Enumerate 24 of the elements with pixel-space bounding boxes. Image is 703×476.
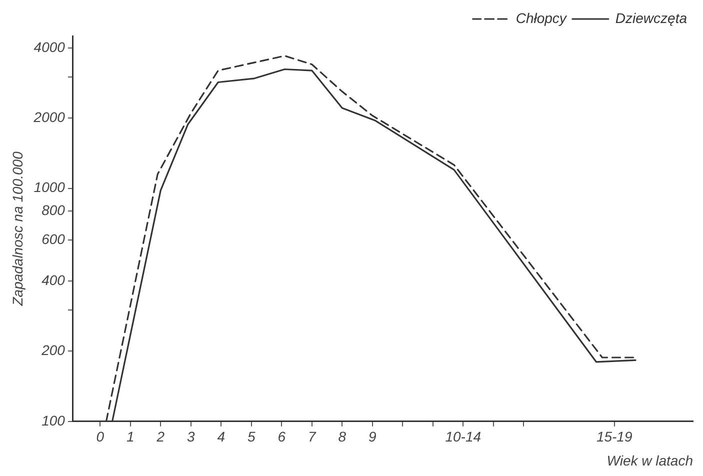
y-tick-label: 600	[42, 230, 66, 247]
y-tick-label: 1000	[34, 179, 66, 196]
x-tick-label: 4	[217, 428, 226, 445]
x-tick-label: 2	[156, 428, 165, 445]
x-tick-label: 3	[187, 428, 196, 445]
x-tick-label: 5	[248, 428, 256, 445]
y-axis-title: Zapadalnosc na 100.000	[9, 151, 26, 307]
x-axis-title: Wiek w latach	[606, 452, 694, 468]
y-tick-label: 4000	[34, 38, 66, 55]
x-tick-label: 6	[278, 428, 286, 445]
x-tick-label: 10-14	[445, 428, 482, 445]
legend-label: Chłopcy	[516, 10, 568, 26]
x-tick-label: 8	[338, 428, 346, 445]
x-tick-label: 15-19	[596, 428, 632, 445]
x-tick-label: 1	[126, 428, 134, 445]
y-tick-label: 800	[42, 202, 66, 218]
x-tick-label: 9	[368, 428, 376, 445]
y-tick-label: 2000	[32, 108, 66, 125]
y-tick-label: 200	[40, 342, 66, 358]
y-tick-label: 100	[42, 412, 66, 428]
x-tick-label: 0	[96, 428, 104, 445]
legend-label: Dziewczęta	[615, 10, 688, 26]
x-tick-label: 7	[308, 428, 317, 445]
y-tick-label: 400	[42, 272, 66, 288]
